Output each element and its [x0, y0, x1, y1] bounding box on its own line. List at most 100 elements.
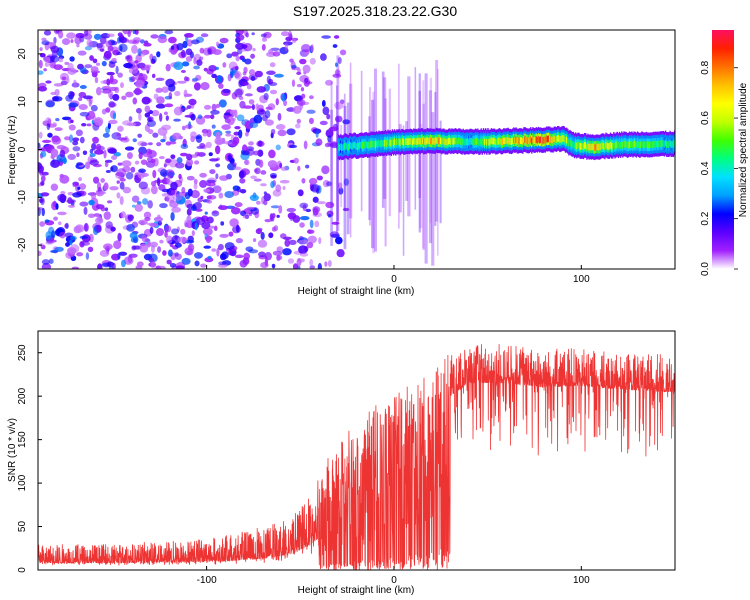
spectrogram-blob — [129, 232, 138, 239]
snr-y-tick-label: 50 — [17, 521, 28, 533]
spectrogram-blob — [168, 36, 177, 44]
spectrogram-blob — [70, 39, 74, 43]
spectrogram-ridge-cell — [606, 142, 608, 150]
spectrogram-blob — [104, 207, 109, 212]
spectrogram-blob — [99, 249, 110, 257]
spectrogram-blob — [53, 216, 58, 221]
spectrogram-ridge-cell — [341, 144, 343, 151]
spectrogram-blob — [40, 192, 50, 197]
spectrogram-blob — [183, 76, 189, 82]
spectrogram-ridge-cell — [476, 138, 478, 145]
spectrogram-ridge-cell — [614, 142, 616, 150]
spectrogram-ridge-cell — [558, 135, 560, 142]
figure-title: S197.2025.318.23.22.G30 — [293, 3, 457, 19]
spectrogram-blob — [157, 177, 161, 187]
spectrogram-ridge-cell — [578, 141, 580, 149]
spectrogram-blob — [72, 183, 77, 188]
spectrogram-ridge-cell — [581, 142, 584, 150]
spectrogram-blob — [113, 240, 122, 250]
spectrogram-ridge-cell — [564, 136, 567, 144]
spectrogram-ridge-cell — [646, 141, 649, 149]
spectrogram-blob — [77, 50, 87, 56]
spectrogram-ridge-cell — [471, 138, 473, 145]
spectrogram-ridge-cell — [628, 140, 631, 148]
spectrogram-blob — [132, 97, 138, 105]
spectrogram-streak — [428, 90, 433, 244]
spectrogram-streak — [419, 123, 423, 229]
spectrogram-blob — [90, 66, 99, 73]
spectrogram-blob — [102, 85, 111, 90]
spectrogram-blob — [155, 103, 166, 109]
spectrogram-ridge-cell — [361, 141, 363, 149]
spectrogram-ridge-cell — [657, 140, 659, 148]
spectrogram-ridge-cell — [609, 141, 612, 149]
spectrogram-blob — [201, 128, 209, 134]
spectrogram-ridge-cell — [415, 137, 417, 145]
spectrogram-blob — [246, 83, 252, 90]
spectrogram-ridge-cell — [480, 137, 482, 145]
spectrogram-blob — [224, 118, 231, 124]
spectrogram-blob — [306, 109, 316, 114]
spectrogram-blob — [121, 160, 132, 168]
spectrogram-blob — [108, 101, 116, 108]
spectrogram-ridge-cell — [400, 138, 403, 145]
spectrogram-blob — [265, 106, 273, 110]
spectrogram-blob — [71, 266, 80, 269]
spectrogram-blob — [125, 91, 134, 98]
spectrogram-ridge-cell — [542, 137, 544, 144]
spectrogram-blob — [309, 57, 316, 65]
spectrogram-blob — [79, 136, 85, 144]
spectrogram-ridge-cell — [627, 141, 630, 149]
spectrogram-blob — [159, 239, 164, 244]
spectrogram-ridge-cell — [342, 144, 344, 151]
spectrogram-ridge-cell — [397, 138, 399, 146]
spectrogram-blob — [174, 90, 181, 97]
spectrogram-ridge-cell — [524, 136, 526, 143]
spectrogram-ridge-cell — [345, 142, 348, 150]
spectrogram-ridge-cell — [595, 143, 597, 151]
spectrogram-blob — [132, 138, 137, 143]
spectrogram-blob — [41, 207, 45, 217]
spectrogram-ridge-cell — [494, 137, 496, 145]
spectrogram-blob — [79, 111, 90, 117]
spectrogram-blob — [206, 199, 213, 204]
spectrogram-blob — [215, 131, 221, 141]
spectrogram-ridge-cell — [407, 138, 409, 146]
spectrogram-blob — [251, 32, 255, 36]
spectrogram-streak — [424, 73, 428, 264]
spectrogram-blob — [89, 148, 94, 154]
spectrogram-streak — [422, 103, 425, 250]
spectrogram-blob — [289, 58, 294, 63]
spectrogram-blob — [67, 204, 76, 208]
spectrogram-blob — [93, 33, 102, 40]
spectrogram-blob — [232, 136, 240, 145]
spectrogram-blob — [38, 131, 43, 139]
spectrogram-blob — [194, 160, 200, 165]
spectrogram-blob — [132, 30, 136, 35]
spectrogram-blob — [338, 187, 344, 195]
spectrogram-blob — [218, 205, 229, 211]
spectrogram-blob — [266, 75, 271, 84]
spectrogram-blob — [137, 133, 143, 138]
spectrogram-blob — [90, 104, 98, 112]
spectrogram-blob — [150, 34, 159, 39]
spectrogram-blob — [86, 123, 92, 127]
spectrogram-ridge-cell — [540, 136, 542, 144]
spectrogram-ridge-cell — [641, 140, 643, 148]
spectrogram-blob — [120, 211, 126, 219]
spectrogram-blob — [342, 119, 351, 125]
spectrogram-blob — [299, 252, 309, 257]
snr-y-label: SNR (10 * v/v) — [7, 418, 18, 482]
spectrogram-blob — [300, 87, 305, 92]
spectrogram-blob — [166, 235, 173, 244]
spectrogram-blob — [151, 55, 157, 64]
spectrogram-x-tick-label: -100 — [197, 274, 217, 285]
snr-x-label: Height of straight line (km) — [298, 585, 415, 596]
spectrogram-blob — [158, 184, 166, 191]
spectrogram-blob — [54, 127, 63, 131]
spectrogram-blob — [260, 170, 267, 175]
spectrogram-ridge-cell — [428, 137, 431, 145]
spectrogram-blob — [334, 101, 344, 110]
spectrogram-blob — [292, 215, 301, 223]
